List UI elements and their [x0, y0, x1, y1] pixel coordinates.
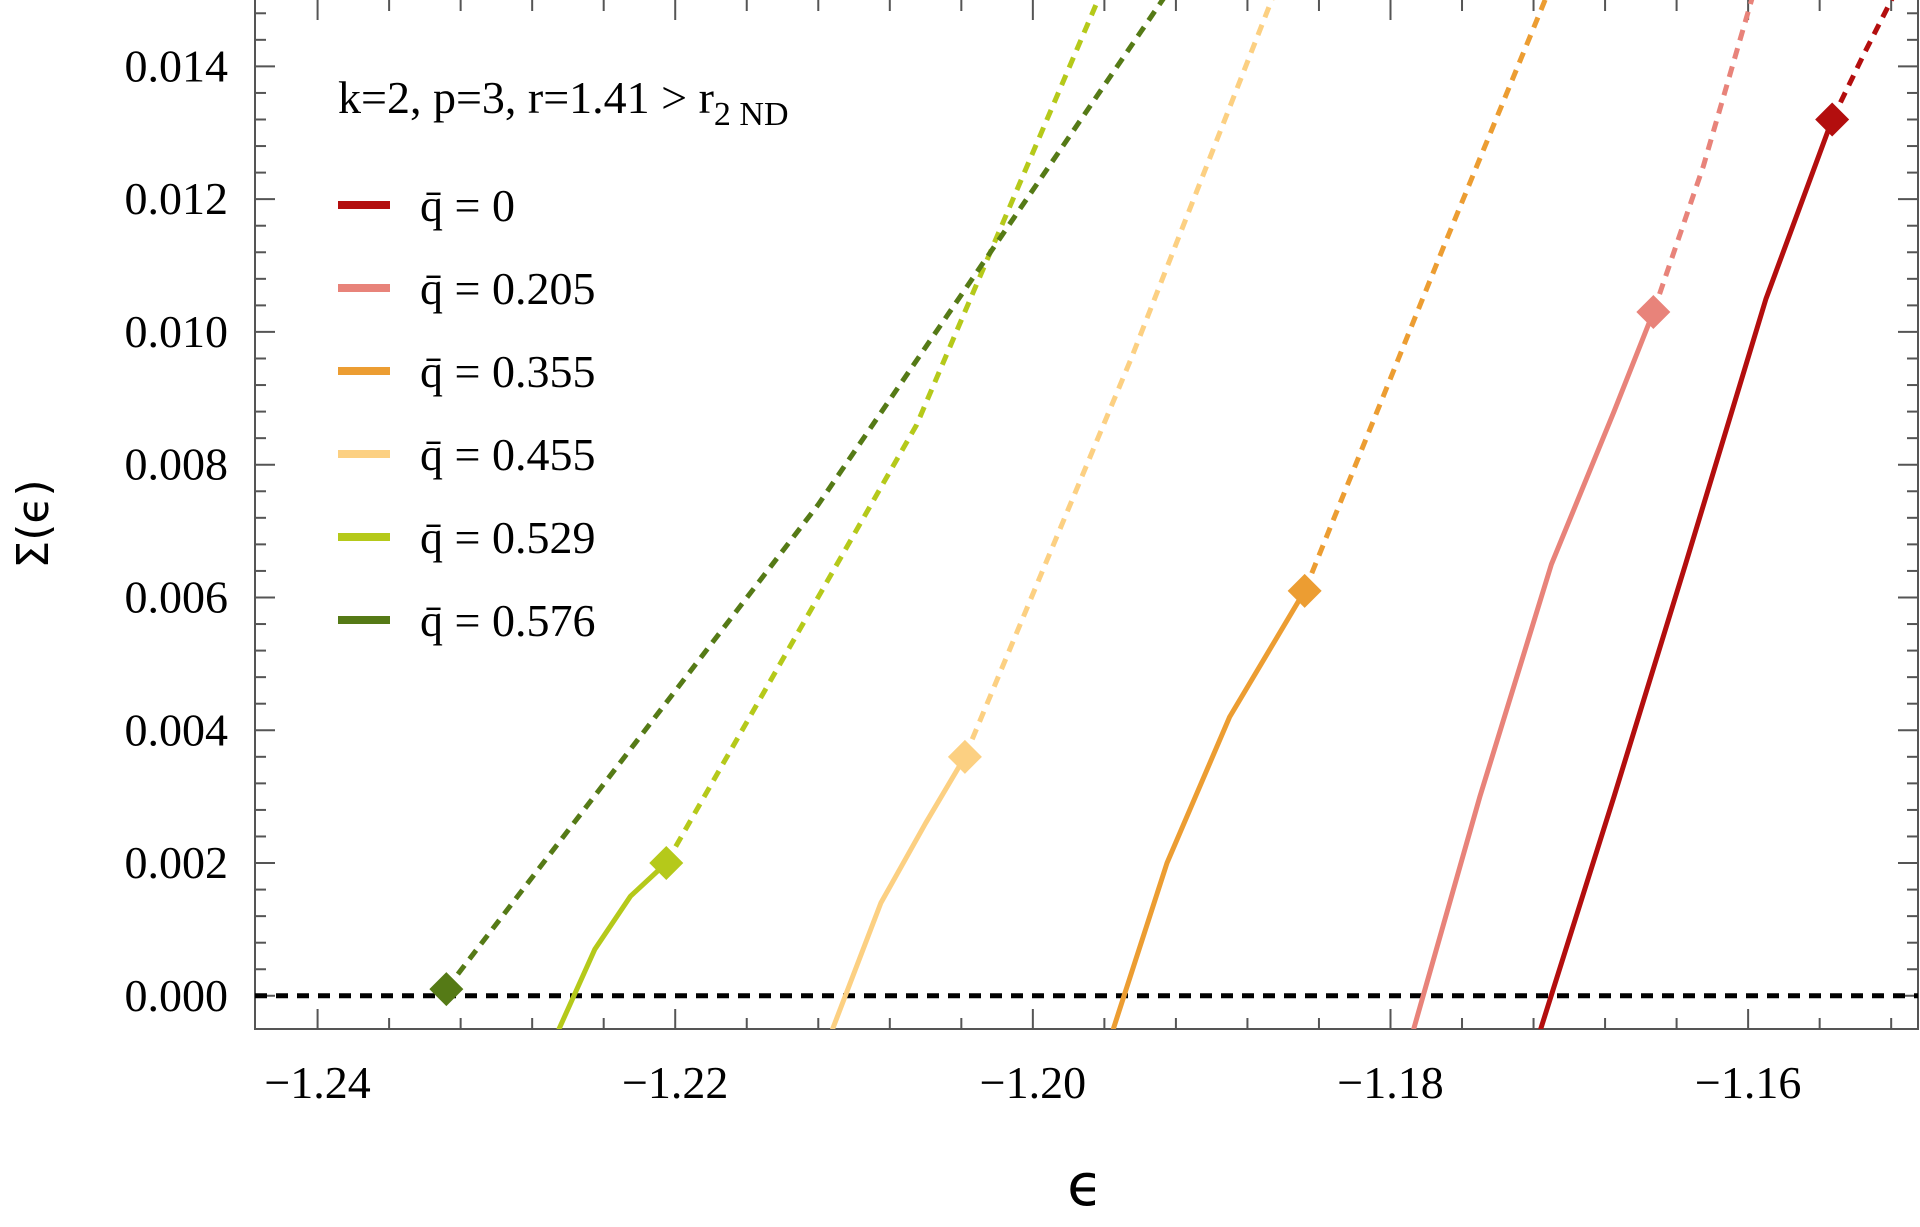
- series-solid-line: [556, 860, 669, 1029]
- plot-marks: −1.24 −1.22 −1.20 −1.18 −1.16 0.000 0.002 0.004…: [125, 0, 1919, 1108]
- x-tick-label: −1.22: [622, 1057, 728, 1108]
- x-tick-label: −1.20: [980, 1057, 1086, 1108]
- series-marker-diamond: [947, 739, 982, 774]
- series-solid-line: [1411, 309, 1656, 1029]
- y-tick-label: 0.002: [125, 837, 229, 888]
- series-marker-diamond: [1815, 102, 1850, 137]
- y-axis-title: Σ(ϵ): [8, 479, 59, 568]
- series-dashed-line: [444, 0, 1166, 991]
- legend-label: q̄ = 0.529: [420, 512, 595, 563]
- series-dashed-line: [962, 0, 1275, 758]
- y-tick-label: 0.000: [125, 970, 229, 1021]
- series-4: [556, 0, 1101, 1029]
- legend-label: q̄ = 0.355: [420, 346, 595, 397]
- x-tick-label: −1.24: [264, 1057, 370, 1108]
- series-dashed-line: [1651, 0, 1755, 313]
- series-dashed-line: [1829, 0, 1895, 121]
- legend-label: q̄ = 0.205: [420, 263, 595, 314]
- y-tick-label: 0.004: [125, 704, 229, 755]
- legend-label: q̄ = 0.455: [420, 429, 595, 480]
- legend-label: q̄ = 0: [420, 180, 515, 231]
- x-axis-title: ϵ: [1067, 1151, 1103, 1219]
- annotation-subscript: 2 ND: [714, 96, 789, 133]
- y-tick-label: 0.010: [125, 306, 229, 357]
- series-dashed-line: [664, 0, 1101, 865]
- annotation-main: k=2, p=3, r=1.41 > r: [338, 72, 714, 123]
- plot-frame: [254, 0, 1919, 1030]
- x-tick-label: −1.16: [1695, 1057, 1801, 1108]
- y-tick-label: 0.006: [125, 571, 229, 622]
- series-marker-diamond: [1636, 295, 1671, 330]
- legend-label: q̄ = 0.576: [420, 595, 595, 646]
- series-3: [830, 0, 1275, 1029]
- series-dashed-line: [1302, 0, 1548, 592]
- series-5: [444, 0, 1166, 991]
- y-tick-label: 0.008: [125, 439, 229, 490]
- annotation-text: k=2, p=3, r=1.41 > r2 ND: [338, 72, 789, 133]
- legend: q̄ = 0 q̄ = 0.205 q̄ = 0.355 q̄ = 0.455 q̄ =…: [338, 180, 595, 646]
- x-tick-label: −1.18: [1337, 1057, 1443, 1108]
- series-marker-diamond: [429, 972, 464, 1007]
- series-solid-line: [1538, 117, 1835, 1029]
- series-2: [1110, 0, 1548, 1029]
- y-tick-label: 0.012: [125, 173, 229, 224]
- series-1: [1411, 0, 1755, 1029]
- series-0: [1538, 0, 1895, 1029]
- series-marker-diamond: [1287, 573, 1322, 608]
- series-solid-line: [830, 754, 968, 1029]
- series-solid-line: [1110, 588, 1308, 1029]
- y-tick-label: 0.014: [125, 40, 229, 91]
- series-marker-diamond: [649, 846, 684, 881]
